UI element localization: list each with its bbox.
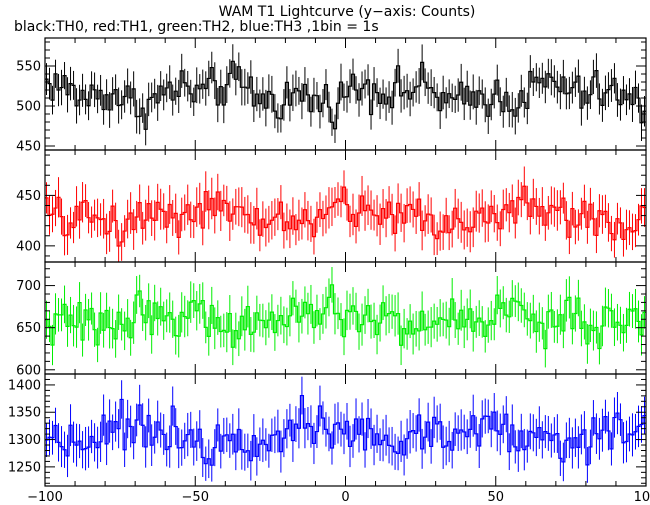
y-tick-label: 1350 [8, 406, 41, 421]
x-tick-label: 50 [487, 490, 504, 505]
x-tick-label: −50 [182, 490, 209, 505]
series-th2 [45, 267, 646, 368]
panel-frame [44, 149, 647, 263]
y-tick-label: 1250 [8, 460, 41, 475]
series-line [45, 284, 646, 350]
y-tick-label: 1300 [8, 433, 41, 448]
panel-th2: 600 650 700 [16, 261, 647, 378]
panel-th0: 450 500 550 [16, 37, 647, 155]
panels-group: 4505005504004506006507001250130013501400… [8, 37, 650, 505]
series-line [45, 185, 646, 247]
y-tick-label: 700 [16, 279, 41, 294]
x-tick-label: 0 [341, 490, 349, 505]
series-th1 [45, 166, 646, 262]
y-tick-label: 400 [16, 239, 41, 254]
y-tick-label: 500 [16, 100, 41, 115]
y-tick-label: 450 [16, 189, 41, 204]
series-th0 [45, 44, 646, 146]
panel-th1: 400 450 [16, 149, 647, 263]
y-tick-label: 450 [16, 140, 41, 155]
y-tick-label: 1400 [8, 378, 41, 393]
series-line [45, 394, 646, 466]
y-tick-label: 600 [16, 363, 41, 378]
chart-title: WAM T1 Lightcurve (y−axis: Counts) [219, 4, 476, 20]
y-tick-label: 550 [16, 60, 41, 75]
series-th3 [45, 376, 646, 483]
y-tick-label: 650 [16, 321, 41, 336]
panel-th3: 1250 1300 1350 1400 [8, 373, 647, 487]
series-line [45, 60, 646, 130]
x-tick-label: 100 [634, 490, 650, 505]
x-tick-label: −100 [27, 490, 63, 505]
chart-subtitle: black:TH0, red:TH1, green:TH2, blue:TH3 … [14, 19, 379, 35]
